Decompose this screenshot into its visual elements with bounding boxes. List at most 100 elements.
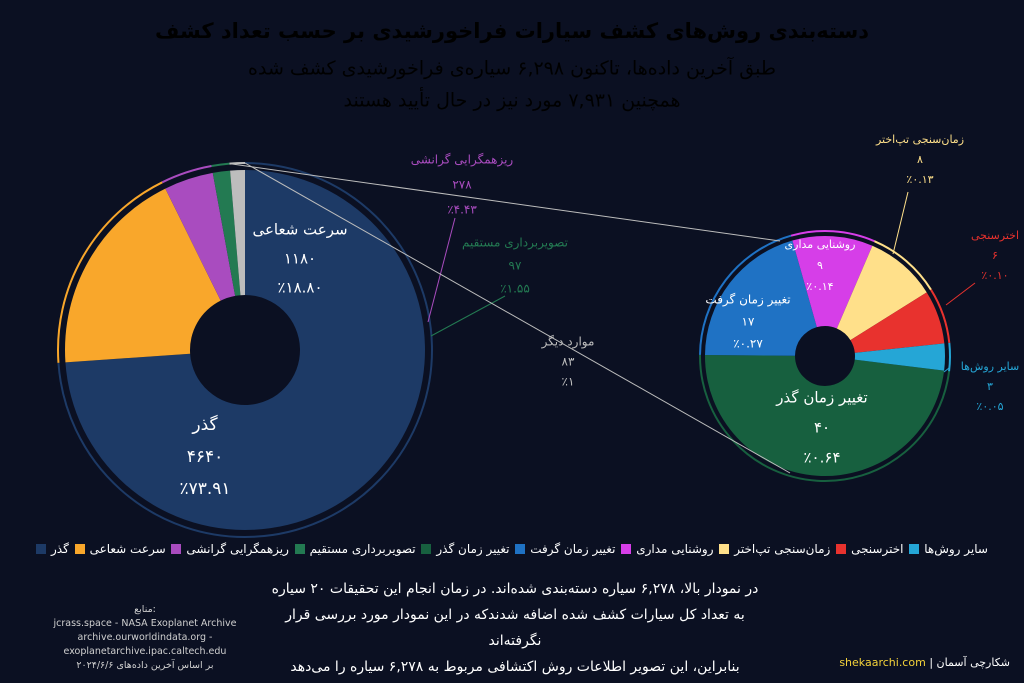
legend-swatch [74,544,85,554]
note: در نمودار بالا، ۶,۲۷۸ سیاره دسته‌بندی شد… [265,576,765,680]
leader-line [427,217,456,323]
note-line: در نمودار بالا، ۶,۲۷۸ سیاره دسته‌بندی شد… [271,581,759,597]
subtitle: همچنین ۷,۹۳۱ مورد نیز در حال تأیید هستند [344,87,681,112]
legend-item: سایر روش‌ها [909,542,988,556]
slice [705,240,817,356]
legend-item: اخترسنجی [836,542,903,556]
leader-line [943,367,950,373]
legend-swatch [294,544,305,554]
slice [165,172,236,301]
slice-value-label: ۹ [817,259,823,272]
slice-value-label: ۳ [987,380,993,393]
slice [836,245,927,341]
legend-swatch [836,544,847,554]
slice-ring [57,162,433,538]
slice [792,236,873,329]
slice-label: تغییر زمان گرفت [705,293,790,308]
connector [244,162,791,474]
slice-value-label: ۱۷ [742,315,755,329]
legend-item: گذر [36,542,69,556]
slice-ring [699,234,792,355]
leader-line [892,191,909,255]
legend-swatch [719,544,730,554]
slice-label: تصویربرداری مستقیم [462,236,568,251]
brand: | شکارچی آسمان [929,656,1010,669]
slice-value-label: ۲۷۸ [452,178,472,192]
slice-ring [699,354,951,482]
legend-item: زمان‌سنجی تپ‌اختر [719,542,830,556]
slice-ring [948,342,951,372]
slice-label: گذر [191,414,218,435]
legend-label: تغییر زمان گذر [436,542,510,556]
slice-ring [873,240,932,291]
legend-item: ریزهمگرایی گرانشی [171,542,289,556]
slice-label: تغییر زمان گذر [775,389,867,407]
slice-ring [211,162,230,168]
source-line: archive.ourworldindata.org - exoplanetar… [63,632,227,657]
legend-swatch [515,544,526,554]
slice-value-label: ۶ [992,249,998,262]
legend-swatch [171,544,182,554]
slice-value-label: ۴۶۴۰ [187,447,224,467]
site: shekaarchi.com [839,656,926,669]
legend-item: تصویربرداری مستقیم [294,542,416,556]
note-line: به تعداد کل سیارات کشف شده اضافه شدند‌که… [285,607,745,649]
source-line: jcrass.space - NASA Exoplanet Archive [53,618,237,629]
chart-title: دسته‌بندی روش‌های کشف سیارات فراخورشیدی … [155,19,869,43]
slice-percent-label: ٪۰.۱۳ [906,173,933,186]
source-line: بر اساس آخرین داده‌های ۲۰۲۴/۶/۶ [76,660,214,671]
slice [850,292,945,353]
legend-swatch [421,544,432,554]
slice-label: سایر روش‌ها [961,360,1019,373]
slice-percent-label: ٪۱.۵۵ [500,282,530,296]
legend-label: تصویربرداری مستقیم [309,542,416,556]
subtitle: طبق آخرین داده‌ها، تاکنون ۶,۲۹۸ سیاره‌ی … [248,56,776,80]
slice [212,170,241,296]
legend-item: سرعت شعاعی [74,542,166,556]
leader-line [430,295,506,337]
slice [230,170,245,296]
source-line: منابع: [134,604,156,615]
slice-label: سرعت شعاعی [252,221,347,239]
slice-value-label: ۱۱۸۰ [284,250,316,268]
slice [854,343,945,371]
slice-percent-label: ٪۰.۰۵ [976,400,1003,413]
legend-label: اخترسنجی [851,542,904,556]
leader-line [945,282,976,306]
legend-label: روشنایی مداری [636,542,714,556]
slice-percent-label: ٪۱ [562,375,575,389]
slice-ring [930,289,951,344]
legend-swatch [621,544,632,554]
slice-label: اخترسنجی [971,229,1019,242]
slice [65,188,221,363]
slice-percent-label: ٪۴.۴۳ [447,203,477,217]
slice-percent-label: ٪۷۳.۹۱ [179,479,230,499]
note-line: بنابراین، این تصویر اطلاعات روش اکتشافی … [290,659,740,675]
slice-percent-label: ٪۰.۲۷ [733,337,763,351]
slice-ring [57,181,163,363]
slice-percent-label: ٪۰.۶۴ [804,449,841,467]
slice-value-label: ۸۳ [562,355,575,369]
slice-value-label: ۹۷ [509,259,522,273]
slice [65,170,425,530]
slice-value-label: ۴۰ [814,419,830,437]
slice-value-label: ۸ [917,153,923,166]
legend-item: روشنایی مداری [621,542,714,556]
slice [705,354,945,476]
footer: shekaarchi.com | شکارچی آسمان [839,656,1010,669]
legend-item: تغییر زمان گرفت [515,542,615,556]
slice-ring [790,230,875,243]
legend-label: زمان‌سنجی تپ‌اختر [734,542,831,556]
legend-label: گذر [51,542,69,556]
slice-percent-label: ٪۱۸.۸۰ [277,279,322,297]
legend-swatch [36,544,46,554]
sources: منابع: jcrass.space - NASA Exoplanet Arc… [20,603,270,673]
legend: گذر سرعت شعاعی ریزهمگرایی گرانشی تصویربردار… [36,542,988,556]
slice-ring [161,165,212,184]
slice-label: موارد دیگر [541,335,595,350]
legend-label: سایر روش‌ها [924,542,988,556]
slice-label: زمان‌سنجی تپ‌اختر [875,133,964,146]
slice-label: روشنایی مداری [785,238,856,251]
connector [229,163,781,242]
